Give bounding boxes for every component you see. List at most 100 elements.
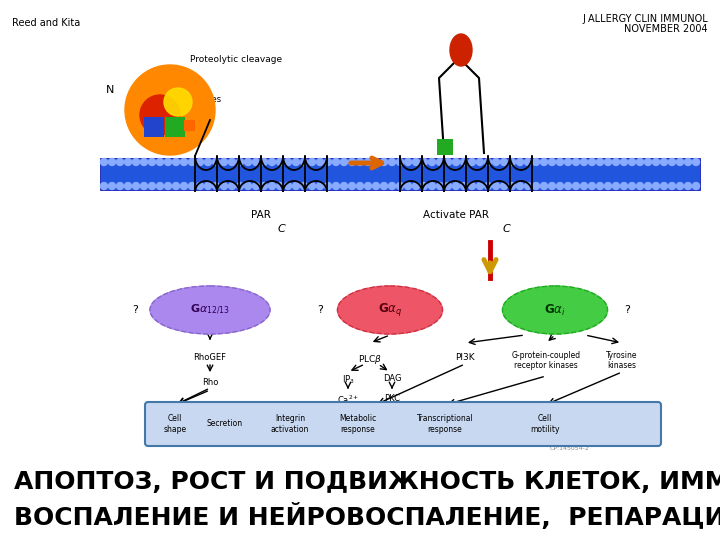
Circle shape (629, 159, 636, 165)
Text: RhoGEF: RhoGEF (194, 353, 227, 362)
Circle shape (660, 159, 667, 165)
Circle shape (284, 159, 292, 165)
Circle shape (261, 183, 268, 190)
Ellipse shape (450, 34, 472, 66)
Circle shape (269, 183, 276, 190)
Circle shape (524, 159, 531, 165)
Circle shape (148, 159, 156, 165)
Circle shape (236, 159, 243, 165)
Circle shape (333, 183, 340, 190)
Circle shape (500, 159, 508, 165)
Circle shape (549, 183, 556, 190)
Circle shape (596, 183, 603, 190)
Text: G$\alpha_i$: G$\alpha_i$ (544, 302, 566, 318)
Circle shape (588, 183, 595, 190)
Circle shape (588, 159, 595, 165)
Circle shape (420, 159, 428, 165)
Circle shape (245, 159, 251, 165)
Circle shape (181, 159, 187, 165)
Circle shape (428, 159, 436, 165)
Circle shape (636, 183, 644, 190)
Circle shape (636, 159, 644, 165)
Circle shape (292, 183, 300, 190)
FancyBboxPatch shape (144, 117, 164, 137)
Circle shape (341, 159, 348, 165)
Circle shape (621, 183, 628, 190)
Circle shape (212, 159, 220, 165)
Circle shape (173, 159, 179, 165)
Circle shape (677, 159, 683, 165)
Circle shape (629, 183, 636, 190)
Text: Cell
motility: Cell motility (530, 414, 559, 434)
Circle shape (380, 159, 387, 165)
FancyBboxPatch shape (165, 117, 185, 137)
Circle shape (325, 183, 331, 190)
Circle shape (580, 159, 588, 165)
Circle shape (164, 183, 171, 190)
Circle shape (317, 159, 323, 165)
Text: IP$_3$: IP$_3$ (341, 374, 354, 387)
Circle shape (156, 183, 163, 190)
Circle shape (397, 183, 403, 190)
Circle shape (660, 183, 667, 190)
Circle shape (485, 159, 492, 165)
Circle shape (236, 183, 243, 190)
Text: Cell
shape: Cell shape (163, 414, 186, 434)
Circle shape (140, 183, 148, 190)
Circle shape (613, 183, 619, 190)
Circle shape (541, 183, 547, 190)
Circle shape (348, 159, 356, 165)
Circle shape (220, 183, 228, 190)
Circle shape (469, 159, 475, 165)
Circle shape (413, 183, 420, 190)
Text: G$\alpha_q$: G$\alpha_q$ (378, 301, 402, 319)
Circle shape (516, 159, 523, 165)
Text: Reed and Kita: Reed and Kita (12, 18, 80, 28)
Circle shape (516, 183, 523, 190)
Circle shape (380, 183, 387, 190)
Text: PLC$\beta$: PLC$\beta$ (358, 353, 382, 366)
Text: ?: ? (624, 305, 630, 315)
Text: Rho: Rho (202, 378, 218, 387)
Circle shape (204, 183, 212, 190)
Circle shape (148, 183, 156, 190)
Circle shape (181, 183, 187, 190)
Circle shape (325, 159, 331, 165)
Circle shape (668, 159, 675, 165)
Circle shape (508, 183, 516, 190)
Circle shape (101, 183, 107, 190)
Text: PKC: PKC (384, 394, 400, 403)
Circle shape (613, 159, 619, 165)
Circle shape (557, 183, 564, 190)
Circle shape (436, 183, 444, 190)
Text: NOVEMBER 2004: NOVEMBER 2004 (624, 24, 708, 34)
Circle shape (164, 88, 192, 116)
Circle shape (564, 159, 572, 165)
Circle shape (452, 159, 459, 165)
Circle shape (356, 159, 364, 165)
Ellipse shape (503, 286, 608, 334)
Circle shape (413, 159, 420, 165)
Circle shape (500, 183, 508, 190)
Circle shape (508, 159, 516, 165)
Text: G$\alpha_{12/13}$: G$\alpha_{12/13}$ (190, 303, 230, 317)
Circle shape (173, 183, 179, 190)
Circle shape (572, 183, 580, 190)
Circle shape (452, 183, 459, 190)
Text: N: N (106, 85, 114, 95)
Circle shape (164, 159, 171, 165)
Circle shape (140, 95, 180, 135)
FancyBboxPatch shape (437, 139, 453, 155)
Text: PI3K: PI3K (455, 353, 474, 362)
Circle shape (644, 159, 652, 165)
Circle shape (333, 159, 340, 165)
Circle shape (101, 159, 107, 165)
Circle shape (477, 183, 484, 190)
Circle shape (300, 159, 307, 165)
Text: C: C (277, 224, 285, 234)
Circle shape (668, 183, 675, 190)
Circle shape (485, 183, 492, 190)
Circle shape (308, 159, 315, 165)
Circle shape (245, 183, 251, 190)
Circle shape (533, 183, 539, 190)
